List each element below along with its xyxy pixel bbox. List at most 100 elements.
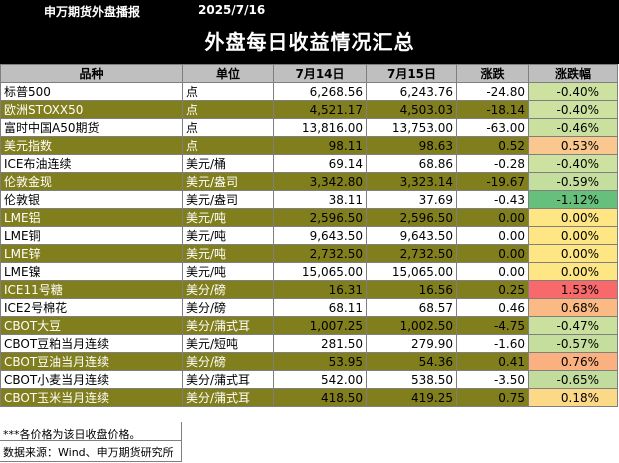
price-jul14: 6,268.56	[273, 82, 367, 101]
change-cell: 0.41	[456, 352, 529, 371]
commodity-name: ICE11号糖	[0, 280, 183, 299]
price-jul14: 38.11	[273, 190, 367, 209]
table-row: 标普500 点 6,268.56 6,243.76 -24.80 -0.40%	[0, 82, 618, 101]
change-cell: 0.52	[456, 136, 529, 155]
price-jul14: 542.00	[273, 370, 367, 389]
price-jul15: 3,323.14	[366, 172, 457, 191]
change-cell: -1.60	[456, 334, 529, 353]
table-row: CBOT豆粕当月连续 美元/短吨 281.50 279.90 -1.60 -0.57%	[0, 334, 618, 353]
table-row: 伦敦银 美元/盎司 38.11 37.69 -0.43 -1.12%	[0, 190, 618, 209]
change-pct-cell: -0.46%	[528, 118, 618, 137]
change-pct-cell: -0.40%	[528, 100, 618, 119]
unit-cell: 美元/吨	[182, 244, 274, 263]
commodity-name: LME铝	[0, 208, 183, 227]
price-jul15: 6,243.76	[366, 82, 457, 101]
price-jul14: 69.14	[273, 154, 367, 173]
commodity-name: LME铜	[0, 226, 183, 245]
change-pct-cell: -0.59%	[528, 172, 618, 191]
unit-cell: 美元/盎司	[182, 190, 274, 209]
unit-cell: 美分/蒲式耳	[182, 388, 274, 407]
price-note: ***各价格为该日收盘价格。	[3, 428, 141, 441]
footer-box	[0, 422, 182, 462]
unit-cell: 美元/短吨	[182, 334, 274, 353]
change-cell: -0.28	[456, 154, 529, 173]
change-cell: -18.14	[456, 100, 529, 119]
change-cell: 0.46	[456, 298, 529, 317]
price-jul15: 13,753.00	[366, 118, 457, 137]
change-cell: -24.80	[456, 82, 529, 101]
price-jul15: 2,596.50	[366, 208, 457, 227]
data-source: 数据来源：Wind、申万期货研究所	[3, 446, 174, 459]
unit-cell: 点	[182, 82, 274, 101]
table-row: 欧洲STOXX50 点 4,521.17 4,503.03 -18.14 -0.40%	[0, 100, 618, 119]
table-row: CBOT大豆 美分/蒲式耳 1,007.25 1,002.50 -4.75 -0.47%	[0, 316, 618, 335]
change-pct-cell: -0.40%	[528, 154, 618, 173]
price-jul15: 1,002.50	[366, 316, 457, 335]
change-cell: 0.00	[456, 226, 529, 245]
change-cell: 0.25	[456, 280, 529, 299]
commodity-name: 标普500	[0, 82, 183, 101]
price-jul14: 2,596.50	[273, 208, 367, 227]
column-header: 品种	[0, 64, 183, 83]
price-jul14: 2,732.50	[273, 244, 367, 263]
table-row: ICE2号棉花 美分/磅 68.11 68.57 0.46 0.68%	[0, 298, 618, 317]
change-pct-cell: -0.47%	[528, 316, 618, 335]
top-bar: 申万期货外盘播报 2025/7/16	[0, 0, 619, 20]
table-row: 美元指数点 98.11 98.63 0.52 0.53%	[0, 136, 618, 155]
table-row: LME铝 美元/吨 2,596.50 2,596.50 0.00 0.00%	[0, 208, 618, 227]
unit-cell: 美元/盎司	[182, 172, 274, 191]
price-jul14: 9,643.50	[273, 226, 367, 245]
price-jul15: 2,732.50	[366, 244, 457, 263]
change-cell: -63.00	[456, 118, 529, 137]
commodity-name: 伦敦金现	[0, 172, 183, 191]
change-pct-cell: 0.18%	[528, 388, 618, 407]
price-jul15: 16.56	[366, 280, 457, 299]
commodity-name: 伦敦银	[0, 190, 183, 209]
unit-cell: 美分/蒲式耳	[182, 370, 274, 389]
column-header: 7月15日	[366, 64, 457, 83]
change-pct-cell: 0.68%	[528, 298, 618, 317]
price-jul14: 68.11	[273, 298, 367, 317]
price-jul15: 538.50	[366, 370, 457, 389]
table-row: CBOT小麦当月连续 美分/蒲式耳 542.00 538.50 -3.50 -0.65%	[0, 370, 618, 389]
change-cell: -3.50	[456, 370, 529, 389]
price-jul15: 68.57	[366, 298, 457, 317]
price-jul14: 15,065.00	[273, 262, 367, 281]
table-row: 富时中国A50期货点 13,816.00 13,753.00 -63.00 -0.46%	[0, 118, 618, 137]
unit-cell: 美元/吨	[182, 208, 274, 227]
change-pct-cell: 1.53%	[528, 280, 618, 299]
commodity-name: 富时中国A50期货	[0, 118, 183, 137]
price-jul15: 279.90	[366, 334, 457, 353]
change-cell: 0.75	[456, 388, 529, 407]
unit-cell: 美分/磅	[182, 352, 274, 371]
change-pct-cell: 0.76%	[528, 352, 618, 371]
commodity-name: CBOT豆粕当月连续	[0, 334, 183, 353]
change-pct-cell: -0.57%	[528, 334, 618, 353]
commodity-name: CBOT大豆	[0, 316, 183, 335]
price-jul14: 13,816.00	[273, 118, 367, 137]
change-pct-cell: 0.53%	[528, 136, 618, 155]
unit-cell: 点	[182, 118, 274, 137]
column-header: 7月14日	[273, 64, 367, 83]
price-jul15: 4,503.03	[366, 100, 457, 119]
change-pct-cell: 0.00%	[528, 208, 618, 227]
price-jul15: 9,643.50	[366, 226, 457, 245]
unit-cell: 美元/吨	[182, 226, 274, 245]
unit-cell: 美元/桶	[182, 154, 274, 173]
commodity-name: CBOT豆油当月连续	[0, 352, 183, 371]
table-row: CBOT豆油当月连续 美分/磅 53.95 54.36 0.41 0.76%	[0, 352, 618, 371]
price-jul15: 15,065.00	[366, 262, 457, 281]
change-cell: 0.00	[456, 208, 529, 227]
change-cell: -4.75	[456, 316, 529, 335]
price-jul14: 418.50	[273, 388, 367, 407]
change-pct-cell: -0.40%	[528, 82, 618, 101]
column-header: 涨跌	[456, 64, 529, 83]
change-pct-cell: -1.12%	[528, 190, 618, 209]
price-jul15: 54.36	[366, 352, 457, 371]
unit-cell: 美分/蒲式耳	[182, 316, 274, 335]
commodity-name: ICE布油连续	[0, 154, 183, 173]
price-jul14: 53.95	[273, 352, 367, 371]
table-header-row: 品种 单位 7月14日 7月15日 涨跌 涨跌幅	[0, 64, 618, 83]
price-jul14: 4,521.17	[273, 100, 367, 119]
